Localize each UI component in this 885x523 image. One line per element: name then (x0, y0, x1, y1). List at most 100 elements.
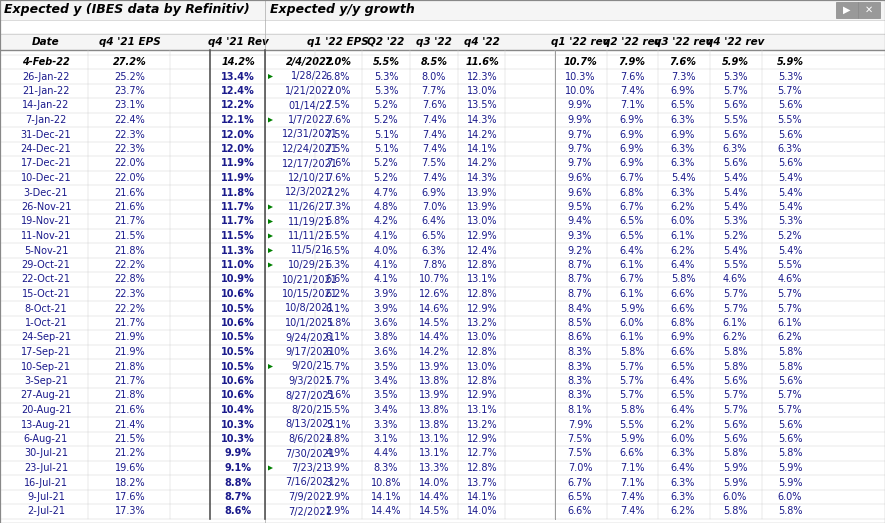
Text: 13.8%: 13.8% (419, 419, 450, 429)
Text: 14.4%: 14.4% (419, 492, 450, 502)
Polygon shape (268, 219, 273, 224)
Text: 31-Dec-21: 31-Dec-21 (20, 130, 72, 140)
Text: 9.6%: 9.6% (568, 173, 592, 183)
Text: 6.1%: 6.1% (326, 303, 350, 313)
Text: 6.3%: 6.3% (671, 492, 696, 502)
Text: 11.3%: 11.3% (221, 245, 255, 256)
Text: 12.8%: 12.8% (466, 260, 497, 270)
Text: 13.9%: 13.9% (466, 188, 497, 198)
Text: 6.4%: 6.4% (671, 376, 696, 386)
Text: 5.9%: 5.9% (778, 463, 802, 473)
Text: 13.2%: 13.2% (466, 318, 497, 328)
Text: 1/28/22: 1/28/22 (291, 72, 328, 82)
Text: 3.9%: 3.9% (373, 303, 398, 313)
Text: 6.5%: 6.5% (422, 231, 446, 241)
Polygon shape (268, 248, 273, 253)
Bar (0, 287, 885, 301)
Text: 5.8%: 5.8% (671, 275, 696, 285)
Text: 8/20/21: 8/20/21 (291, 405, 328, 415)
Text: 14.2%: 14.2% (466, 130, 497, 140)
Text: 5.8%: 5.8% (778, 361, 802, 371)
Text: 5.3%: 5.3% (373, 72, 398, 82)
Text: 8.0%: 8.0% (422, 72, 446, 82)
Text: 5.7%: 5.7% (778, 289, 803, 299)
Text: 7.2%: 7.2% (326, 188, 350, 198)
Text: 8.8%: 8.8% (225, 477, 251, 487)
Text: 3-Sep-21: 3-Sep-21 (24, 376, 68, 386)
Text: 25.2%: 25.2% (114, 72, 145, 82)
Text: 12.9%: 12.9% (466, 231, 497, 241)
Text: 13.1%: 13.1% (419, 449, 450, 459)
Text: 3.8%: 3.8% (373, 333, 398, 343)
Text: 6.6%: 6.6% (671, 303, 696, 313)
Text: 11/19/21: 11/19/21 (289, 217, 332, 226)
Text: 5.8%: 5.8% (778, 449, 802, 459)
Text: q4 '22: q4 '22 (464, 37, 500, 47)
Text: 14.5%: 14.5% (419, 318, 450, 328)
Text: 6.5%: 6.5% (671, 100, 696, 110)
Text: 14.3%: 14.3% (466, 173, 497, 183)
Text: 5.6%: 5.6% (778, 376, 802, 386)
Text: 9.4%: 9.4% (568, 217, 592, 226)
Text: 11.6%: 11.6% (466, 57, 499, 67)
Text: 7.5%: 7.5% (326, 144, 350, 154)
Text: 10.7%: 10.7% (419, 275, 450, 285)
Text: 13.4%: 13.4% (221, 72, 255, 82)
Text: 10/15/2021: 10/15/2021 (282, 289, 338, 299)
Text: 14.2%: 14.2% (221, 57, 255, 67)
Text: 9.9%: 9.9% (568, 100, 592, 110)
Text: 11.9%: 11.9% (221, 158, 255, 168)
Text: 10.0%: 10.0% (565, 86, 596, 96)
Text: q1 '22 rev: q1 '22 rev (550, 37, 609, 47)
Text: 5.6%: 5.6% (778, 100, 802, 110)
Text: 7.4%: 7.4% (620, 86, 644, 96)
Text: 10-Sep-21: 10-Sep-21 (21, 361, 71, 371)
Bar (0, 475, 885, 490)
Text: 14.0%: 14.0% (466, 506, 497, 517)
Text: 13.3%: 13.3% (419, 463, 450, 473)
Text: 4.6%: 4.6% (778, 275, 802, 285)
Text: 14.4%: 14.4% (371, 506, 401, 517)
Text: 12/31/2021: 12/31/2021 (282, 130, 338, 140)
Text: 5.7%: 5.7% (778, 405, 803, 415)
Text: 7.4%: 7.4% (620, 492, 644, 502)
Text: 4.9%: 4.9% (326, 449, 350, 459)
Text: 8.6%: 8.6% (225, 506, 251, 517)
Bar (0, 461, 885, 475)
Text: 10.5%: 10.5% (221, 303, 255, 313)
Text: 6.2%: 6.2% (671, 506, 696, 517)
Text: 9.7%: 9.7% (568, 144, 592, 154)
Text: 13.0%: 13.0% (466, 86, 497, 96)
Text: 6.2%: 6.2% (778, 333, 802, 343)
Text: 9.7%: 9.7% (568, 130, 592, 140)
Text: 5.3%: 5.3% (723, 217, 747, 226)
Text: 7.9%: 7.9% (619, 57, 645, 67)
Text: 10.4%: 10.4% (221, 405, 255, 415)
Text: 5.2%: 5.2% (723, 231, 747, 241)
Text: 5.3%: 5.3% (778, 217, 802, 226)
Text: 9/24/2021: 9/24/2021 (285, 333, 335, 343)
Text: 4.7%: 4.7% (373, 188, 398, 198)
Text: 7.4%: 7.4% (422, 115, 446, 125)
Text: 12/24/2021: 12/24/2021 (282, 144, 338, 154)
Text: 9/20/21: 9/20/21 (291, 361, 328, 371)
Text: 5.4%: 5.4% (723, 245, 747, 256)
Text: 14.4%: 14.4% (419, 333, 450, 343)
Text: 12.2%: 12.2% (221, 100, 255, 110)
Text: 7/2/2021: 7/2/2021 (289, 506, 332, 517)
Text: 8.5%: 8.5% (568, 318, 592, 328)
Bar (0, 69, 885, 84)
Text: 22.8%: 22.8% (115, 275, 145, 285)
Text: 12.8%: 12.8% (466, 289, 497, 299)
Text: 9.1%: 9.1% (225, 463, 251, 473)
Text: 13.8%: 13.8% (419, 376, 450, 386)
Text: 6.2%: 6.2% (671, 245, 696, 256)
Text: 7.4%: 7.4% (422, 144, 446, 154)
Text: 22.0%: 22.0% (115, 158, 145, 168)
Bar (836, 2, 858, 18)
Text: 6.3%: 6.3% (671, 477, 696, 487)
Text: 5.8%: 5.8% (723, 347, 747, 357)
Polygon shape (268, 74, 273, 79)
Text: 5.3%: 5.3% (723, 72, 747, 82)
Text: 8/13/2021: 8/13/2021 (285, 419, 335, 429)
